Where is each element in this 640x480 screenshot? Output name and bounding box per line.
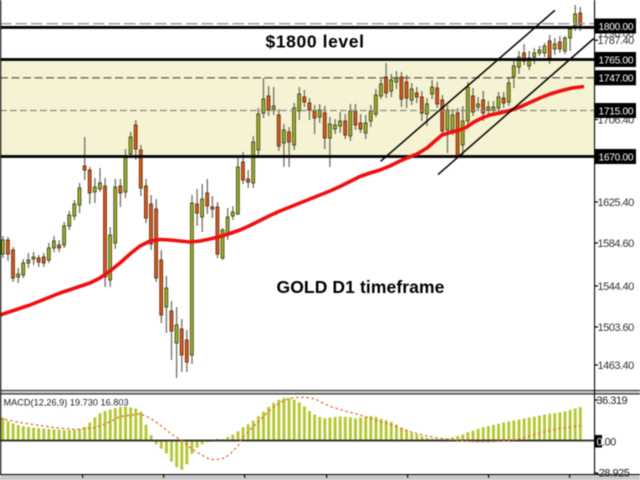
svg-text:1747.00: 1747.00 <box>599 74 634 85</box>
svg-text:$1800 level: $1800 level <box>266 32 365 52</box>
svg-text:36.319: 36.319 <box>597 395 628 407</box>
svg-text:1544.40: 1544.40 <box>598 281 635 293</box>
svg-text:1625.40: 1625.40 <box>598 197 635 209</box>
svg-text:1790.00: 1790.00 <box>598 28 635 40</box>
svg-text:1670.00: 1670.00 <box>599 152 634 163</box>
svg-text:1584.60: 1584.60 <box>598 238 635 250</box>
svg-text:1715.00: 1715.00 <box>599 106 634 117</box>
svg-text:0: 0 <box>597 436 603 448</box>
svg-text:MACD(12,26,9) 19.730 16.803: MACD(12,26,9) 19.730 16.803 <box>4 398 129 408</box>
svg-text:1463.40: 1463.40 <box>598 360 635 372</box>
svg-text:1503.60: 1503.60 <box>598 322 635 334</box>
svg-text:GOLD D1 timeframe: GOLD D1 timeframe <box>277 277 445 297</box>
svg-text:-28.925: -28.925 <box>596 467 630 479</box>
svg-text:.00: .00 <box>602 436 616 448</box>
svg-text:1787.40: 1787.40 <box>598 35 635 47</box>
svg-text:1765.00: 1765.00 <box>599 55 634 66</box>
svg-text:1800.00: 1800.00 <box>599 22 634 33</box>
